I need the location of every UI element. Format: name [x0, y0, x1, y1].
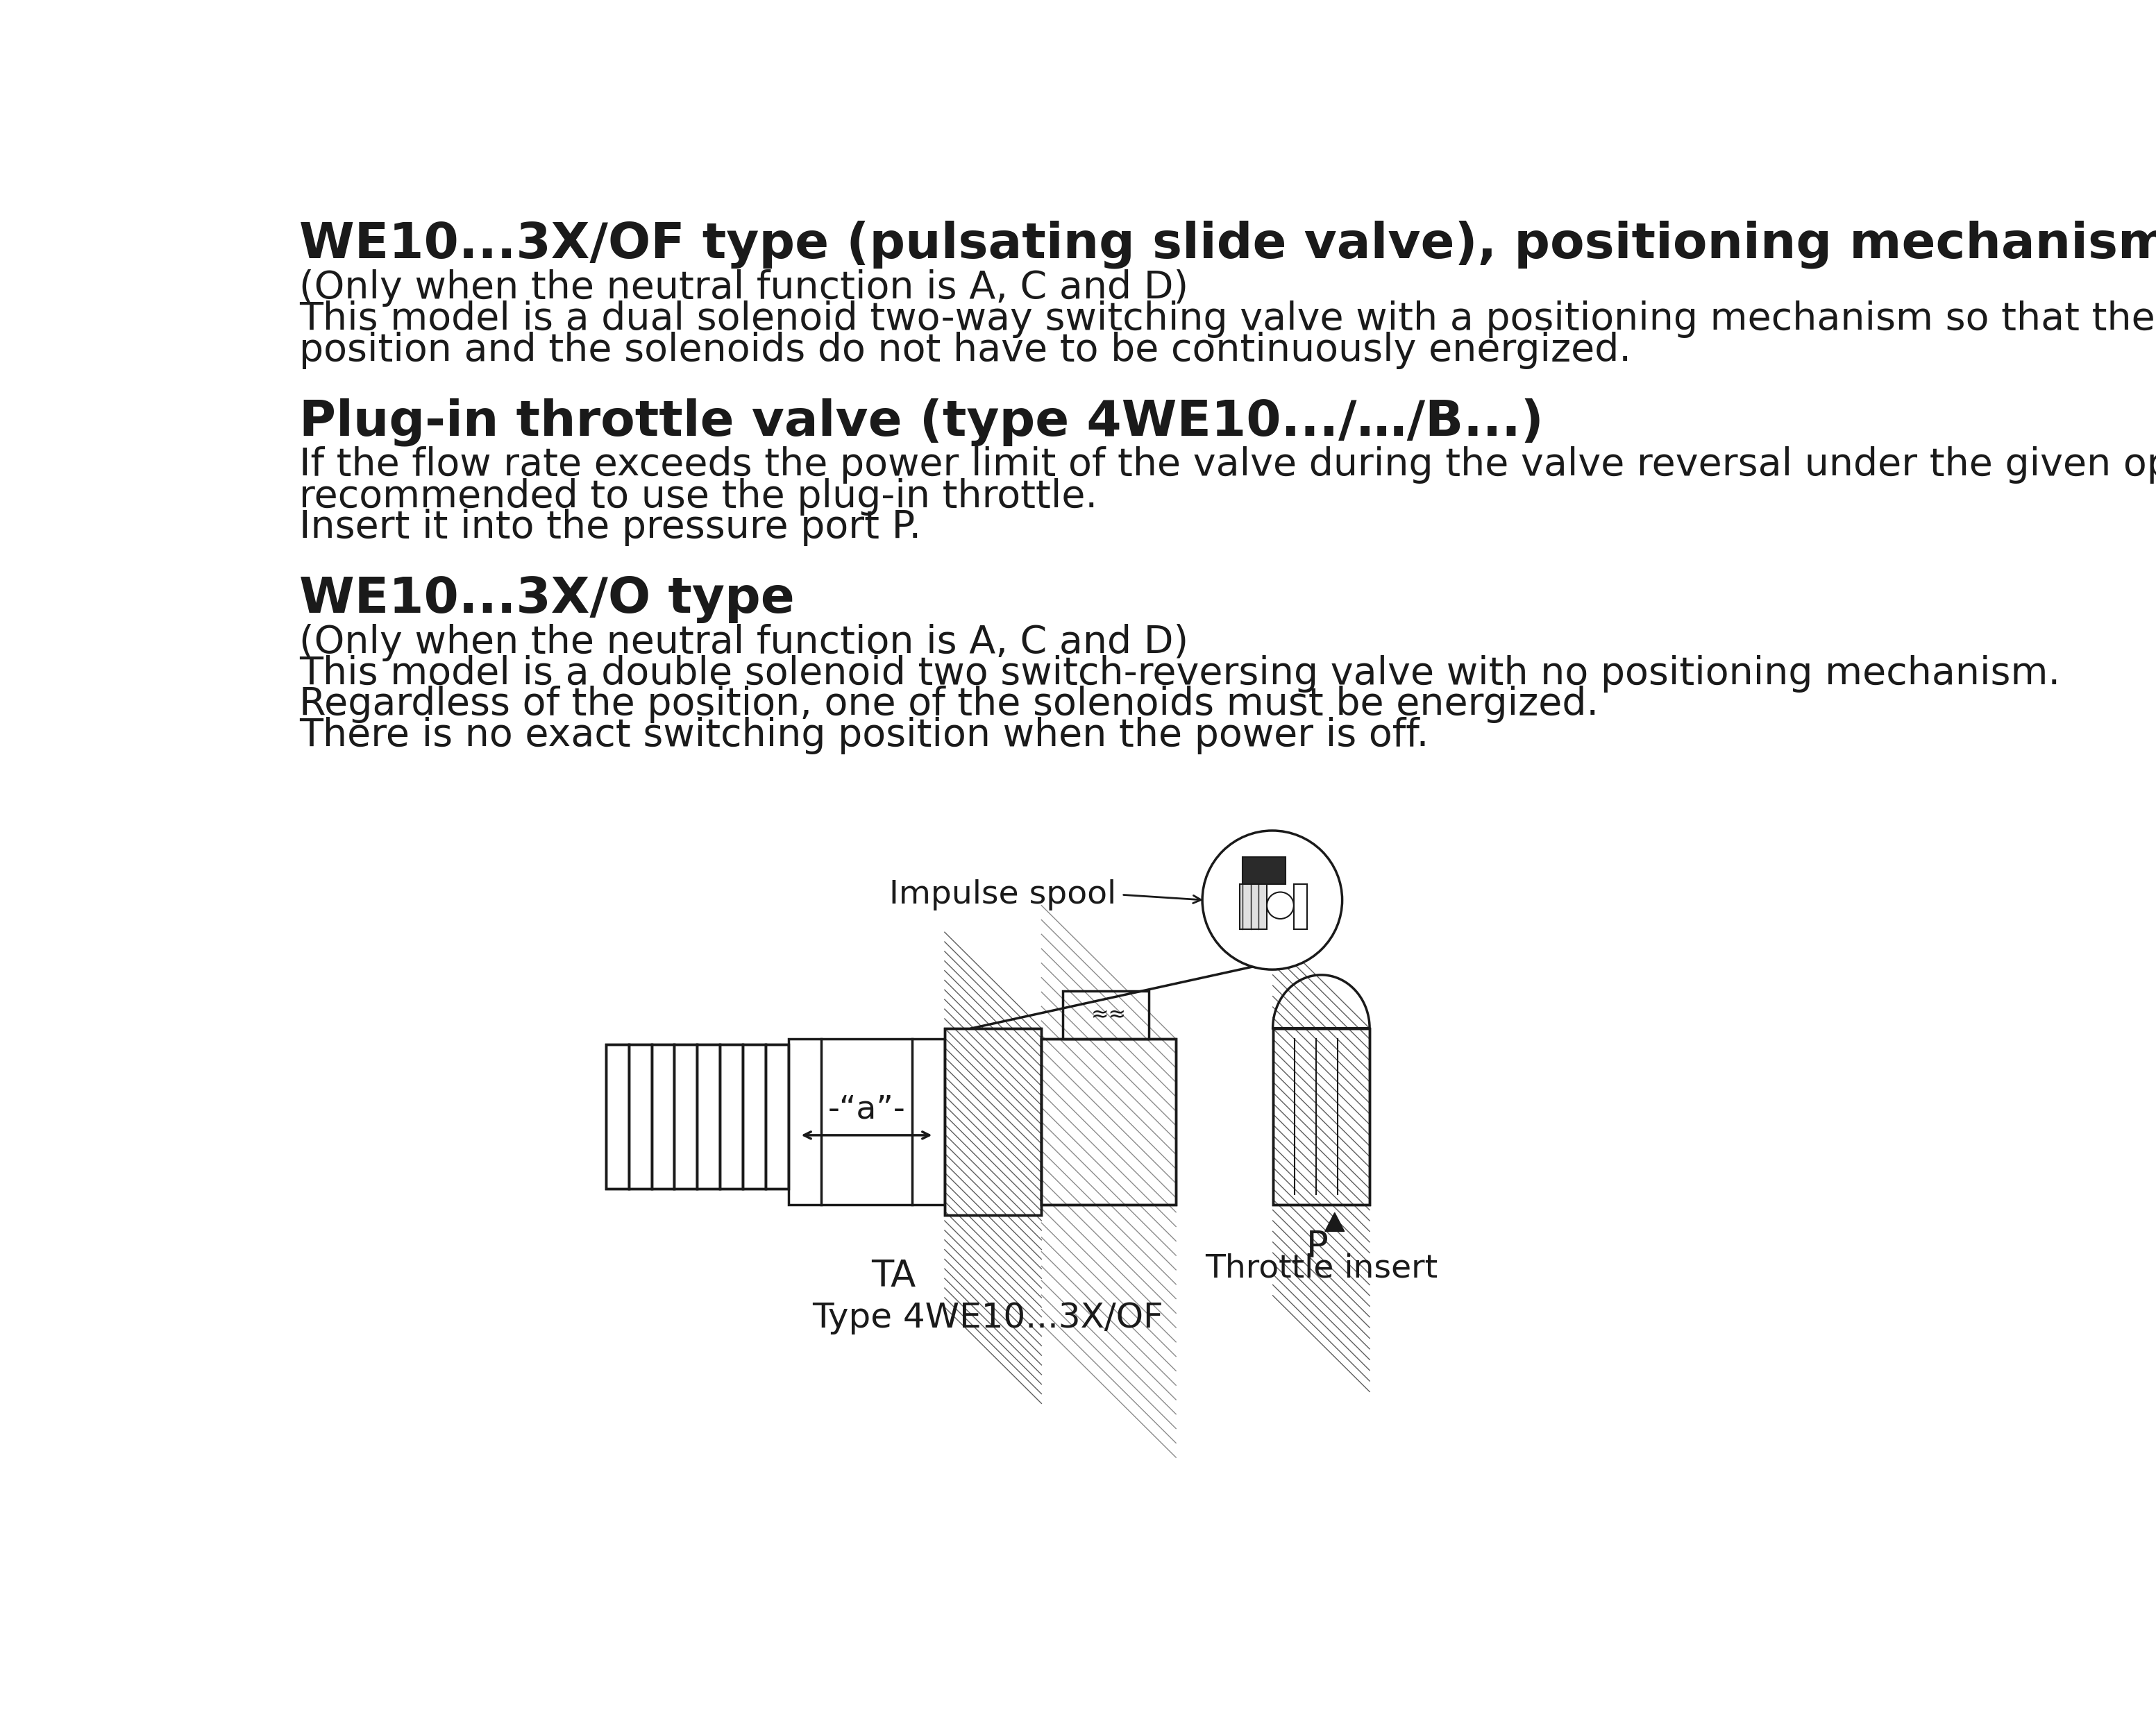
Text: -“a”-: -“a”-	[828, 1094, 906, 1125]
Bar	[744, 1044, 765, 1188]
Bar	[630, 1044, 651, 1188]
Polygon shape	[1272, 974, 1369, 1029]
Bar	[1041, 1039, 1175, 1205]
Bar	[1041, 1039, 1175, 1205]
Bar	[1063, 991, 1149, 1039]
Text: TA: TA	[871, 1258, 916, 1294]
Bar	[651, 1044, 675, 1188]
Text: This model is a double solenoid two switch-reversing valve with no positioning m: This model is a double solenoid two swit…	[300, 654, 2061, 692]
Text: There is no exact switching position when the power is off.: There is no exact switching position whe…	[300, 717, 1429, 755]
Text: Type 4WE10...3X/OF: Type 4WE10...3X/OF	[813, 1301, 1164, 1334]
Bar	[1272, 1029, 1369, 1205]
Text: Plug-in throttle valve (type 4WE10.../…/B...): Plug-in throttle valve (type 4WE10.../…/…	[300, 397, 1544, 447]
Bar	[944, 1029, 1041, 1216]
Bar	[1272, 1029, 1369, 1205]
Polygon shape	[1326, 1212, 1345, 1231]
Bar	[1240, 883, 1268, 930]
Text: WE10...3X/OF type (pulsating slide valve), positioning mechanism: WE10...3X/OF type (pulsating slide valve…	[300, 221, 2156, 269]
Bar	[765, 1044, 789, 1188]
Bar	[720, 1044, 744, 1188]
Bar	[789, 1039, 944, 1205]
Text: If the flow rate exceeds the power limit of the valve during the valve reversal : If the flow rate exceeds the power limit…	[300, 445, 2156, 483]
Text: This model is a dual solenoid two-way switching valve with a positioning mechani: This model is a dual solenoid two-way sw…	[300, 301, 2156, 337]
Circle shape	[1203, 830, 1343, 969]
Bar	[675, 1044, 696, 1188]
Circle shape	[1268, 892, 1294, 919]
Bar	[1294, 883, 1307, 930]
Text: recommended to use the plug-in throttle.: recommended to use the plug-in throttle.	[300, 478, 1097, 515]
Text: ≈≈: ≈≈	[1091, 1005, 1125, 1025]
Bar	[606, 1044, 630, 1188]
Text: Throttle insert: Throttle insert	[1205, 1253, 1438, 1284]
Text: position and the solenoids do not have to be continuously energized.: position and the solenoids do not have t…	[300, 332, 1632, 370]
Text: P: P	[1307, 1229, 1328, 1265]
Text: Impulse spool: Impulse spool	[888, 880, 1117, 911]
Text: Insert it into the pressure port P.: Insert it into the pressure port P.	[300, 508, 921, 546]
Text: Regardless of the position, one of the solenoids must be energized.: Regardless of the position, one of the s…	[300, 687, 1598, 722]
Bar	[1242, 858, 1285, 883]
Bar	[944, 1029, 1041, 1216]
Bar	[696, 1044, 720, 1188]
Text: WE10...3X/O type: WE10...3X/O type	[300, 575, 796, 623]
Bar	[606, 1044, 789, 1188]
Text: (Only when the neutral function is A, C and D): (Only when the neutral function is A, C …	[300, 269, 1188, 306]
Text: (Only when the neutral function is A, C and D): (Only when the neutral function is A, C …	[300, 623, 1188, 661]
